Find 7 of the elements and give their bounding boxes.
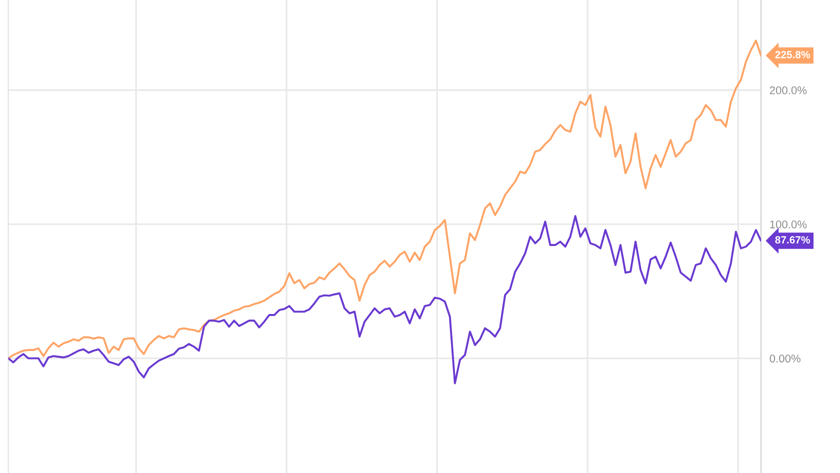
y-tick-label: 0.00% — [770, 354, 800, 362]
y-tick-label: 100.0% — [770, 220, 807, 228]
line-series — [8, 40, 761, 360]
data-label: 87.67% — [775, 236, 810, 244]
y-tick-label: 200.0% — [770, 86, 807, 94]
data-label: 225.8% — [775, 50, 810, 58]
line-series — [8, 215, 761, 384]
